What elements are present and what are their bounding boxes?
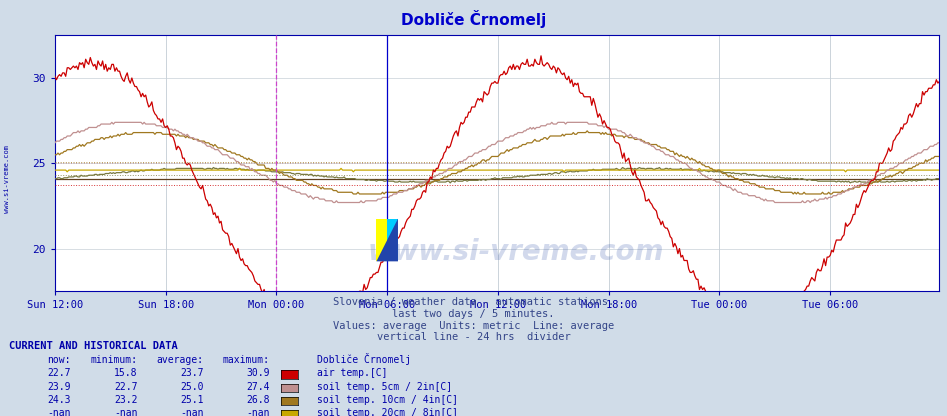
Text: soil temp. 20cm / 8in[C]: soil temp. 20cm / 8in[C] [317, 409, 458, 416]
Text: air temp.[C]: air temp.[C] [317, 369, 387, 379]
Text: CURRENT AND HISTORICAL DATA: CURRENT AND HISTORICAL DATA [9, 342, 178, 352]
Text: last two days / 5 minutes.: last two days / 5 minutes. [392, 309, 555, 319]
Text: -nan: -nan [246, 409, 270, 416]
Text: -nan: -nan [114, 409, 137, 416]
Text: 24.3: 24.3 [47, 395, 71, 405]
Text: 25.0: 25.0 [180, 382, 204, 392]
Text: average:: average: [156, 355, 204, 365]
Text: soil temp. 5cm / 2in[C]: soil temp. 5cm / 2in[C] [317, 382, 453, 392]
Text: 23.9: 23.9 [47, 382, 71, 392]
Polygon shape [376, 219, 398, 261]
Text: Dobliče Črnomelj: Dobliče Črnomelj [317, 353, 411, 365]
Text: vertical line - 24 hrs  divider: vertical line - 24 hrs divider [377, 332, 570, 342]
Text: www.si-vreme.com: www.si-vreme.com [367, 238, 664, 265]
Text: www.si-vreme.com: www.si-vreme.com [4, 145, 9, 213]
Bar [387, 219, 398, 261]
Text: 27.4: 27.4 [246, 382, 270, 392]
Text: -nan: -nan [180, 409, 204, 416]
Text: Values: average  Units: metric  Line: average: Values: average Units: metric Line: aver… [333, 321, 614, 331]
Text: minimum:: minimum: [90, 355, 137, 365]
Text: Slovenia / weather data - automatic stations.: Slovenia / weather data - automatic stat… [333, 297, 614, 307]
Text: 15.8: 15.8 [114, 369, 137, 379]
Text: soil temp. 10cm / 4in[C]: soil temp. 10cm / 4in[C] [317, 395, 458, 405]
Text: maximum:: maximum: [223, 355, 270, 365]
Bar [376, 219, 387, 261]
Text: 23.7: 23.7 [180, 369, 204, 379]
Text: 22.7: 22.7 [114, 382, 137, 392]
Text: 22.7: 22.7 [47, 369, 71, 379]
Text: 30.9: 30.9 [246, 369, 270, 379]
Text: 26.8: 26.8 [246, 395, 270, 405]
Text: 25.1: 25.1 [180, 395, 204, 405]
Text: Dobliče Črnomelj: Dobliče Črnomelj [401, 10, 546, 28]
Text: now:: now: [47, 355, 71, 365]
Text: -nan: -nan [47, 409, 71, 416]
Text: 23.2: 23.2 [114, 395, 137, 405]
